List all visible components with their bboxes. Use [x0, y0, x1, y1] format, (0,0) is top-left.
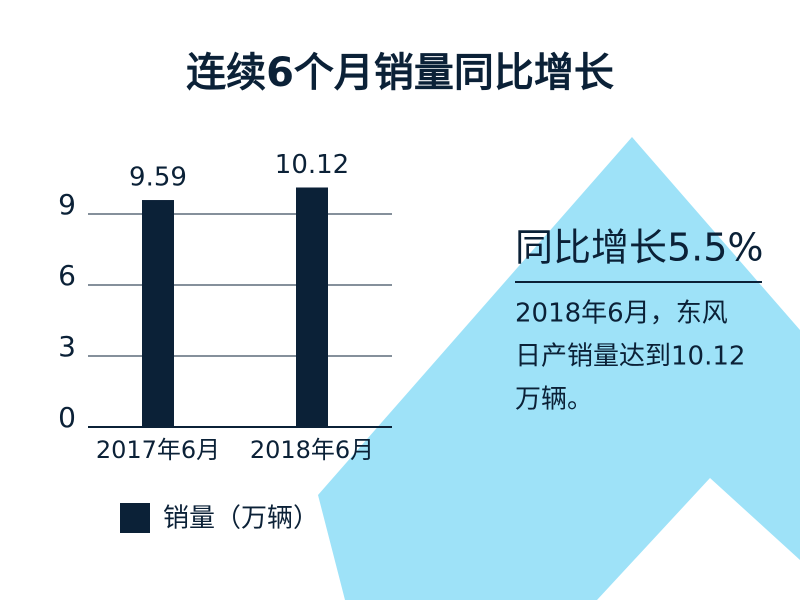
background-arrow: [318, 137, 800, 600]
x-tick-label: 2017年6月: [96, 436, 220, 464]
legend-label: 销量（万辆）: [163, 504, 319, 534]
annotation-line: 日产销量达到10.12: [515, 342, 745, 372]
value-label: 10.12: [275, 150, 349, 180]
y-tick-label: 0: [58, 401, 76, 434]
y-tick-label: 9: [58, 188, 76, 221]
x-tick-label: 2018年6月: [250, 436, 374, 464]
bar: [296, 187, 328, 427]
bar: [142, 200, 174, 427]
y-tick-label: 6: [58, 259, 76, 292]
y-tick-label: 3: [58, 330, 76, 363]
annotation-line: 万辆。: [515, 385, 593, 415]
annotation-line: 2018年6月，东风: [515, 299, 728, 329]
legend-swatch: [120, 503, 150, 533]
value-label: 9.59: [129, 163, 187, 193]
annotation-heading: 同比增长5.5%: [515, 226, 764, 270]
chart-title: 连续6个月销量同比增长: [186, 50, 614, 96]
